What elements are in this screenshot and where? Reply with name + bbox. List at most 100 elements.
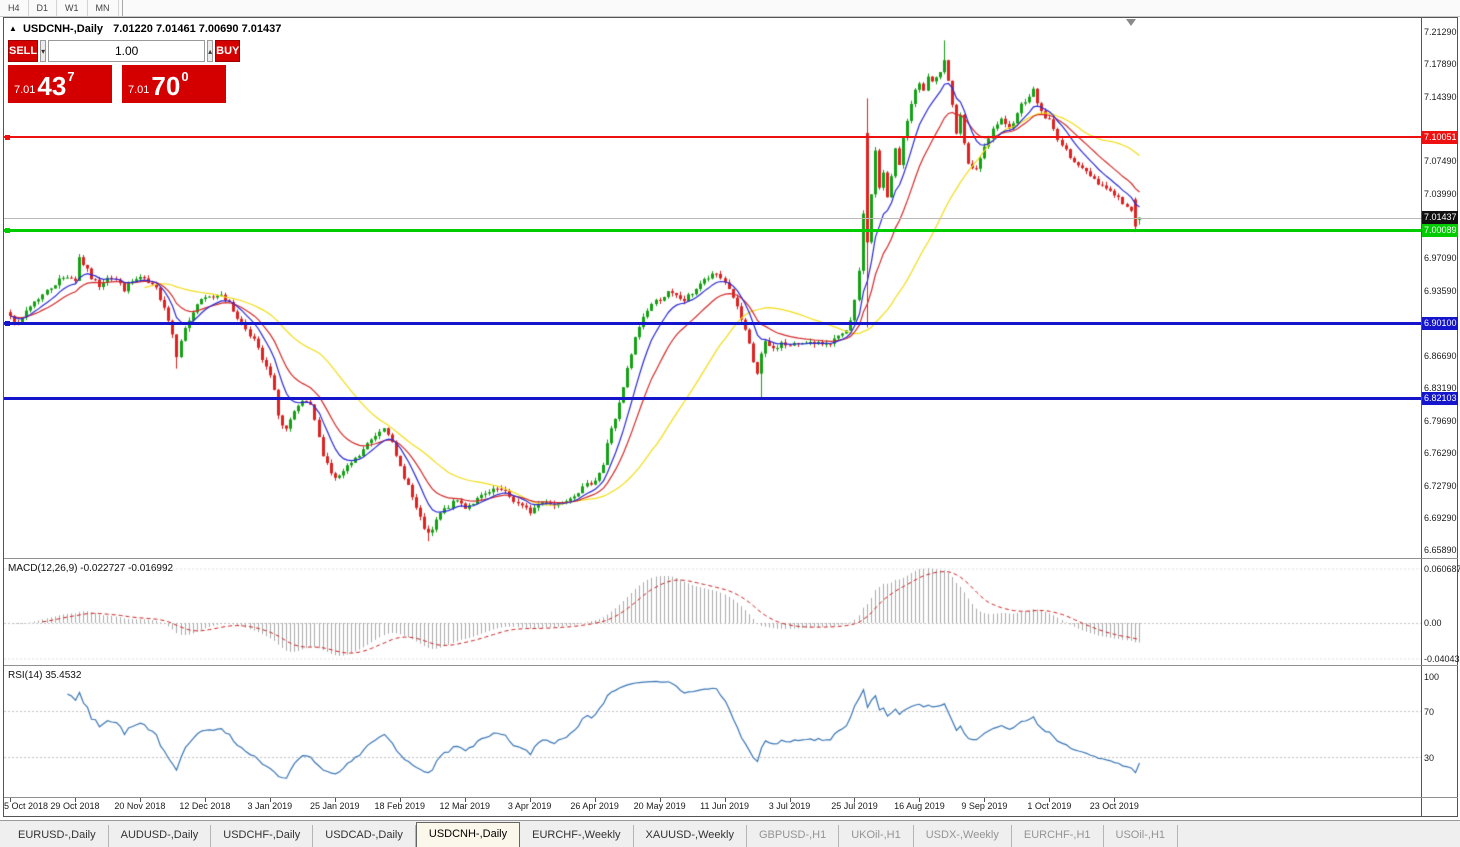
bid-price-big: 43: [37, 71, 67, 101]
time-axis-tick: [10, 798, 11, 802]
time-axis-tick: [594, 798, 596, 802]
time-axis-label: 29 Oct 2018: [50, 801, 100, 811]
tab-bar-inner: EURUSD-,Daily AUDUSD-,Daily USDCHF-,Daily U…: [0, 821, 1460, 847]
tab-eurchf-weekly[interactable]: EURCHF-,Weekly: [520, 825, 634, 847]
buy-button[interactable]: BUY: [215, 40, 241, 62]
price-tag: 6.82103: [1422, 392, 1458, 406]
chart-shift-marker-icon[interactable]: [1126, 19, 1136, 26]
time-axis-tick: [204, 798, 206, 802]
rsi-indicator-label: RSI(14) 35.4532: [8, 670, 82, 681]
one-click-toggle-icon[interactable]: ▲: [9, 24, 17, 33]
ask-price-prefix: 7.01: [128, 84, 150, 96]
time-axis-label: 23 Oct 2019: [1089, 801, 1139, 811]
rsi-axis-label: 30: [1424, 752, 1435, 763]
tab-eurchf-h1[interactable]: EURCHF-,H1: [1012, 825, 1104, 847]
time-axis-tick: [1049, 798, 1051, 802]
macd-axis-label: 0.00: [1424, 618, 1442, 628]
timeframe-d1[interactable]: D1: [29, 0, 58, 16]
time-axis-label: 1 Oct 2019: [1027, 801, 1072, 811]
horizontal-level-line[interactable]: [4, 322, 1421, 326]
time-axis-label: 20 May 2019: [633, 801, 686, 811]
tab-usdcad-daily[interactable]: USDCAD-,Daily: [313, 825, 416, 847]
ask-price-big: 70: [151, 71, 181, 101]
tab-usoil-h1[interactable]: USOil-,H1: [1104, 825, 1179, 847]
macd-indicator-label: MACD(12,26,9) -0.022727 -0.016992: [8, 563, 174, 574]
price-axis-label: 7.14390: [1424, 91, 1457, 102]
time-axis-label: 5 Oct 2018: [4, 801, 49, 811]
timeframe-mn[interactable]: MN: [88, 0, 119, 16]
tab-usdcnh-daily[interactable]: USDCNH-,Daily: [415, 822, 521, 847]
volume-decrease-icon[interactable]: ▾: [40, 40, 47, 62]
timeframe-w1[interactable]: W1: [57, 0, 88, 16]
time-axis-label: 25 Jul 2019: [831, 801, 878, 811]
price-axis-divider: [1421, 18, 1422, 817]
volume-input[interactable]: [48, 40, 206, 62]
macd-pane-splitter[interactable]: [4, 558, 1458, 559]
price-axis-label: 6.72790: [1424, 480, 1457, 491]
time-axis-tick: [139, 798, 141, 802]
time-axis-label: 20 Nov 2018: [114, 801, 166, 811]
price-axis-label: 6.76290: [1424, 447, 1457, 458]
time-axis-tick: [464, 798, 466, 802]
horizontal-level-line[interactable]: [4, 397, 1421, 401]
time-axis-label: 16 Aug 2019: [894, 801, 945, 811]
bid-price-button[interactable]: 7.01 43 7: [8, 65, 112, 103]
time-axis-label: 12 Dec 2018: [179, 801, 231, 811]
time-axis-tick: [789, 798, 791, 802]
price-chart-canvas[interactable]: [4, 18, 1422, 797]
price-axis-label: 6.86690: [1424, 350, 1457, 361]
time-axis-tick: [529, 798, 531, 802]
sell-button[interactable]: SELL: [8, 40, 39, 62]
time-axis-tick: [724, 798, 726, 802]
bid-price-pip: 7: [67, 69, 75, 84]
time-axis-tick: [1114, 798, 1116, 802]
time-axis-tick: [659, 798, 661, 802]
line-anchor-handle[interactable]: [5, 321, 10, 327]
time-axis-tick: [334, 798, 336, 802]
tab-ukoil-h1[interactable]: UKOil-,H1: [839, 825, 914, 847]
chart-title-ohlc: 7.01220 7.01461 7.00690 7.01437: [113, 23, 282, 35]
price-tag: 7.00089: [1422, 223, 1458, 237]
horizontal-level-line[interactable]: [4, 228, 1421, 232]
price-axis-label: 6.69290: [1424, 513, 1457, 524]
timeframe-h4[interactable]: H4: [0, 0, 29, 16]
rsi-axis-label: 70: [1424, 706, 1435, 717]
price-axis-label: 7.03990: [1424, 188, 1457, 199]
chart-tab-bar: EURUSD-,Daily AUDUSD-,Daily USDCHF-,Daily U…: [0, 820, 1460, 847]
price-axis-label: 7.17890: [1424, 58, 1457, 69]
time-axis-label: 12 Mar 2019: [439, 801, 490, 811]
tab-usdchf-daily[interactable]: USDCHF-,Daily: [211, 825, 314, 847]
line-anchor-handle[interactable]: [5, 227, 10, 233]
ask-price-pip: 0: [181, 69, 189, 84]
bid-price-prefix: 7.01: [14, 84, 36, 96]
tab-usdx-weekly[interactable]: USDX-,Weekly: [914, 825, 1012, 847]
rsi-pane-splitter[interactable]: [4, 665, 1458, 666]
bid-price-line: [4, 218, 1421, 219]
time-axis-label: 3 Jan 2019: [247, 801, 293, 811]
price-axis-label: 6.83190: [1424, 383, 1457, 394]
time-axis-label: 3 Jul 2019: [768, 801, 811, 811]
line-anchor-handle[interactable]: [5, 134, 10, 140]
time-axis-tick: [74, 798, 76, 802]
tab-gbpusd-h1[interactable]: GBPUSD-,H1: [747, 825, 840, 847]
time-axis-tick: [919, 798, 921, 802]
price-axis-label: 6.79690: [1424, 416, 1457, 427]
volume-increase-icon[interactable]: ▴: [207, 40, 214, 62]
price-tag: 7.01437: [1422, 211, 1458, 225]
timeframe-toolbar: H4 D1 W1 MN: [0, 0, 1460, 17]
price-axis-label: 7.21290: [1424, 27, 1457, 38]
tab-eurusd-daily[interactable]: EURUSD-,Daily: [6, 825, 109, 847]
horizontal-level-line[interactable]: [4, 136, 1421, 139]
time-axis-tick: [269, 798, 271, 802]
ask-price-button[interactable]: 7.01 70 0: [122, 65, 226, 103]
time-axis-tick: [984, 798, 986, 802]
chart-title-symbol: USDCNH-,Daily: [22, 23, 104, 35]
tab-audusd-daily[interactable]: AUDUSD-,Daily: [109, 825, 212, 847]
time-axis-label: 11 Jun 2019: [700, 801, 749, 811]
time-axis-label: 9 Sep 2019: [961, 801, 1008, 811]
time-axis-label: 26 Apr 2019: [570, 801, 619, 811]
price-axis-label: 6.65890: [1424, 545, 1457, 556]
price-axis-label: 6.97090: [1424, 253, 1457, 264]
tab-xauusd-weekly[interactable]: XAUUSD-,Weekly: [634, 825, 747, 847]
